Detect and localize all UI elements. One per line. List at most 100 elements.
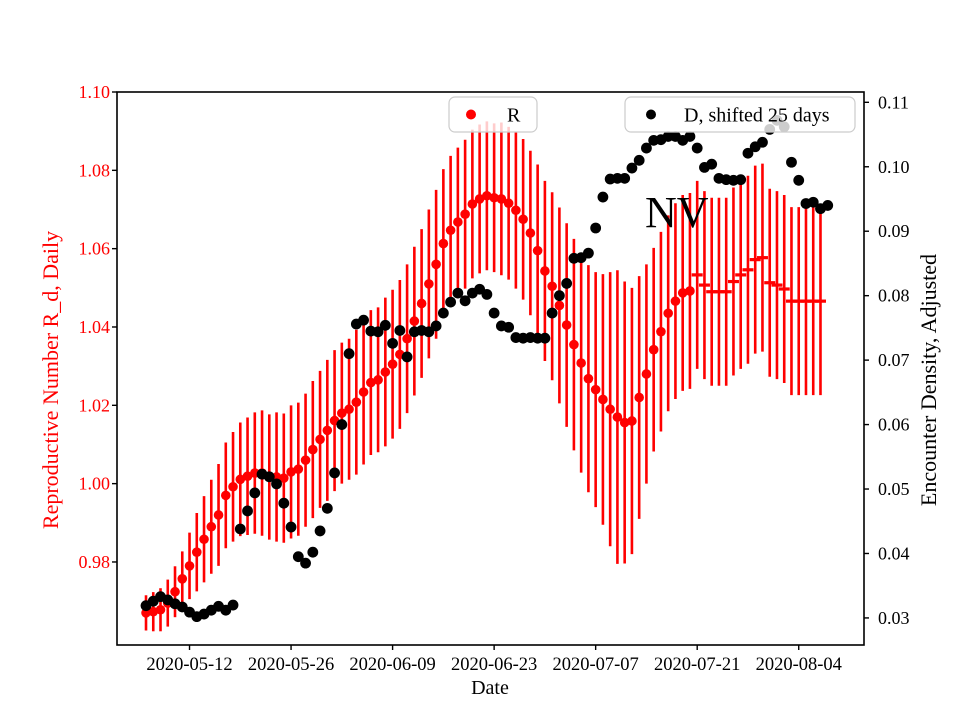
r-data-point [300, 455, 311, 465]
d-data-point [684, 131, 696, 142]
r-data-point [453, 217, 463, 227]
d-data-point [633, 154, 645, 166]
r-median-dash [691, 273, 703, 277]
d-data-point [387, 337, 398, 349]
r-data-point [561, 320, 572, 330]
d-data-point [786, 156, 797, 168]
right-tick-label: 0.05 [878, 479, 910, 499]
r-data-point [554, 300, 565, 311]
r-data-point [322, 425, 333, 436]
d-data-point [590, 222, 602, 234]
r-data-point [670, 296, 681, 306]
left-tick-label: 1.06 [79, 239, 111, 259]
d-data-point [706, 158, 718, 170]
r-data-point [402, 333, 412, 344]
r-median-dash [713, 290, 725, 294]
r-data-point [460, 209, 470, 219]
right-tick-label: 0.09 [878, 221, 910, 241]
d-data-point [307, 546, 319, 558]
d-data-point [292, 551, 304, 563]
r-data-point [235, 474, 246, 485]
r-data-point [503, 198, 514, 209]
r-data-point [482, 190, 492, 201]
d-data-point [401, 351, 413, 363]
r-data-point [445, 225, 456, 236]
r-median-dash [727, 279, 739, 284]
r-median-dash [764, 281, 776, 285]
right-tick-label: 0.03 [878, 608, 910, 628]
d-data-point [445, 296, 457, 308]
r-data-point [177, 574, 188, 584]
r-data-point [206, 521, 217, 532]
r-median-dash [778, 287, 790, 291]
r-data-point [424, 279, 434, 289]
r-data-point [496, 194, 507, 204]
r-data-point [279, 473, 289, 483]
r-data-point [184, 561, 195, 571]
d-data-point [437, 307, 449, 319]
r-median-dash [720, 290, 732, 294]
left-tick-label: 1.08 [79, 160, 111, 180]
d-data-point [336, 419, 348, 430]
nv-annotation: NV [645, 188, 709, 237]
r-data-point [685, 286, 695, 296]
r-data-point [373, 375, 383, 385]
r-data-point [474, 194, 485, 204]
r-data-point [337, 408, 347, 418]
r-data-point [293, 464, 304, 474]
r-data-point [489, 192, 499, 203]
r-data-point [540, 266, 550, 276]
r-data-point [605, 404, 615, 415]
r-data-point [576, 358, 586, 368]
r-data-point [242, 471, 253, 482]
left-tick-label: 1.04 [79, 317, 111, 337]
d-data-point [503, 321, 515, 333]
legend-d-label: D, shifted 25 days [684, 105, 830, 127]
d-data-point [822, 200, 834, 211]
r-data-point [416, 298, 427, 309]
r-data-point [199, 534, 209, 545]
r-data-point [656, 326, 666, 337]
x-tick-label: 2020-05-26 [248, 655, 334, 675]
r-median-dash [735, 273, 747, 277]
r-median-dash [706, 290, 718, 294]
r-data-point [380, 367, 391, 377]
left-tick-label: 0.98 [79, 552, 111, 572]
d-data-point [539, 332, 551, 344]
d-data-point [321, 502, 333, 514]
r-data-point [409, 316, 420, 326]
right-tick-label: 0.10 [878, 157, 910, 177]
right-tick-label: 0.08 [878, 286, 910, 306]
r-median-dash [698, 283, 710, 287]
r-data-point [191, 547, 202, 557]
r-data-point [648, 344, 659, 355]
d-data-point [546, 307, 558, 319]
d-data-point [227, 599, 239, 611]
r-data-point [612, 412, 623, 422]
d-data-point [452, 287, 464, 299]
d-data-point [249, 487, 261, 499]
r-data-point [634, 392, 644, 403]
x-tick-label: 2020-07-07 [552, 655, 638, 675]
r-data-point [366, 377, 376, 388]
r-median-dash [793, 299, 805, 303]
d-data-point [742, 147, 754, 159]
r-data-point [358, 387, 369, 397]
r-data-point [598, 394, 608, 405]
d-data-point [379, 319, 391, 331]
d-data-point [300, 557, 311, 569]
d-data-point [793, 174, 805, 186]
d-data-point [626, 162, 638, 174]
d-data-point [583, 247, 594, 259]
r-median-dash [800, 299, 812, 303]
right-axis-ticks: 0.11 0.10 0.09 0.08 0.07 0.06 0.05 0.04 0.03 [864, 92, 910, 628]
r-median-dash [742, 268, 754, 272]
d-data-point [553, 290, 565, 302]
x-tick-label: 2020-08-04 [756, 655, 842, 675]
x-axis-ticks: 2020-05-12 2020-05-26 2020-06-09 2020-06-23… [146, 645, 842, 675]
right-axis-label: Encounter Density, Adjusted [916, 254, 941, 506]
x-axis-label: Date [471, 677, 509, 699]
r-data-point [663, 308, 673, 319]
d-data-point [242, 505, 253, 517]
